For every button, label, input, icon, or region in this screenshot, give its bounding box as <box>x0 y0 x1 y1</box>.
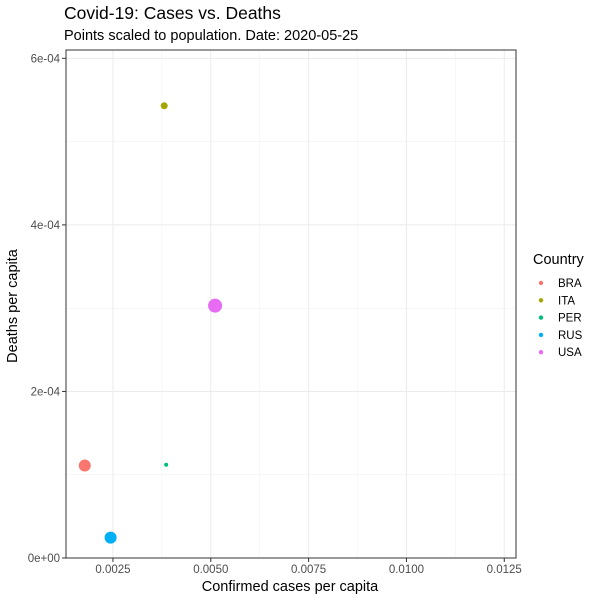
data-points <box>78 102 223 544</box>
plot-panel-border <box>65 49 517 559</box>
data-point-usa <box>208 298 223 313</box>
data-point-bra <box>78 459 91 472</box>
legend-label-ita: ITA <box>558 295 575 307</box>
y-tick-label: 0e+00 <box>28 553 60 565</box>
y-tick-label: 4e-04 <box>31 220 61 232</box>
y-tick-label: 2e-04 <box>31 386 61 398</box>
data-point-rus <box>104 531 117 544</box>
grid-major <box>66 50 516 559</box>
legend-key-per <box>538 315 544 320</box>
legend-title: Country <box>533 252 585 268</box>
x-tick-label: 0.0075 <box>291 564 326 576</box>
legend-key-usa <box>538 350 544 355</box>
chart-subtitle: Points scaled to population. Date: 2020-… <box>64 28 358 44</box>
y-tick-label: 6e-04 <box>31 53 61 65</box>
x-axis-title: Confirmed cases per capita <box>202 579 379 595</box>
y-axis: 0e+00 2e-04 4e-04 6e-04 <box>28 53 66 565</box>
legend-items: BRA ITA PER RUS USA <box>538 278 583 359</box>
x-axis: 0.0025 0.0050 0.0075 0.0100 0.0125 <box>95 558 522 576</box>
legend-key-bra <box>538 280 544 286</box>
legend-label-per: PER <box>558 313 582 325</box>
x-tick-label: 0.0100 <box>389 564 424 576</box>
legend-label-usa: USA <box>558 347 582 359</box>
legend-label-bra: BRA <box>558 278 582 290</box>
x-tick-label: 0.0050 <box>193 564 228 576</box>
legend-key-rus <box>538 332 544 338</box>
grid-minor <box>66 50 516 558</box>
legend-key-ita <box>538 298 544 303</box>
data-point-ita <box>160 102 168 110</box>
chart-title: Covid-19: Cases vs. Deaths <box>64 3 281 23</box>
x-tick-label: 0.0125 <box>487 564 522 576</box>
y-axis-title: Deaths per capita <box>5 248 21 363</box>
data-point-per <box>164 462 169 467</box>
legend: Country BRA ITA PER RUS USA <box>533 252 585 359</box>
legend-label-rus: RUS <box>558 330 583 342</box>
x-tick-label: 0.0025 <box>95 564 130 576</box>
